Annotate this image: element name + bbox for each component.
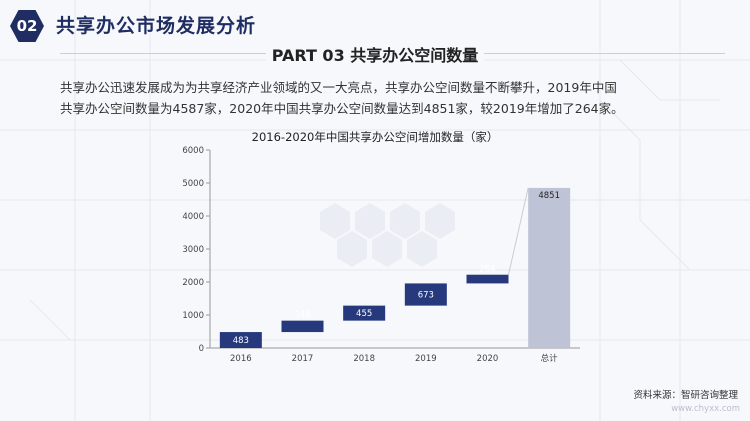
x-tick-label: 2018	[353, 354, 375, 364]
bar-2018	[343, 305, 386, 321]
source-note: 资料来源：智研咨询整理	[633, 390, 738, 401]
description-paragraph: 共享办公迅速发展成为为共享经济产业领域的又一大亮点，共享办公空间数量不断攀升，2…	[60, 77, 700, 119]
bar-2020	[466, 274, 509, 284]
header: 02 共享办公市场发展分析	[0, 0, 750, 52]
part-title: PART 03 共享办公空间数量	[265, 46, 485, 65]
paragraph-line-1: 共享办公迅速发展成为为共享经济产业领域的又一大亮点，共享办公空间数量不断攀升，2…	[60, 80, 617, 95]
y-tick-label: 6000	[182, 146, 204, 156]
bar-2016	[219, 332, 262, 348]
watermark-url: www.chyxx.com	[671, 404, 740, 414]
part-heading: PART 03 共享办公空间数量	[0, 42, 750, 66]
section-title: 共享办公市场发展分析	[56, 15, 257, 37]
data-label: 4851	[538, 191, 560, 201]
y-tick-label: 4000	[182, 212, 204, 222]
y-tick-label: 5000	[182, 179, 204, 189]
bar-2019	[404, 283, 447, 306]
data-label: 673	[418, 291, 434, 301]
x-tick-label: 2017	[292, 354, 314, 364]
y-tick-label: 3000	[182, 245, 204, 255]
bar-总计	[528, 187, 571, 348]
data-label: 264	[479, 265, 495, 275]
chart-title: 2016-2020年中国共享办公空间增加数量（家）	[251, 130, 499, 144]
x-tick-label: 总计	[541, 353, 559, 364]
bar-2017	[281, 320, 324, 333]
y-tick-label: 1000	[182, 311, 204, 321]
x-tick-label: 2016	[230, 354, 252, 364]
y-tick-label: 0	[199, 344, 204, 354]
connector-line	[508, 187, 529, 275]
data-label: 483	[233, 336, 249, 346]
data-label: 346	[294, 311, 310, 321]
data-label: 455	[356, 309, 372, 319]
x-tick-label: 2019	[415, 354, 437, 364]
x-tick-label: 2020	[477, 354, 499, 364]
paragraph-line-2: 共享办公空间数量为4587家，2020年中国共享办公空间数量达到4851家，较2…	[60, 101, 624, 116]
y-tick-label: 2000	[182, 278, 204, 288]
